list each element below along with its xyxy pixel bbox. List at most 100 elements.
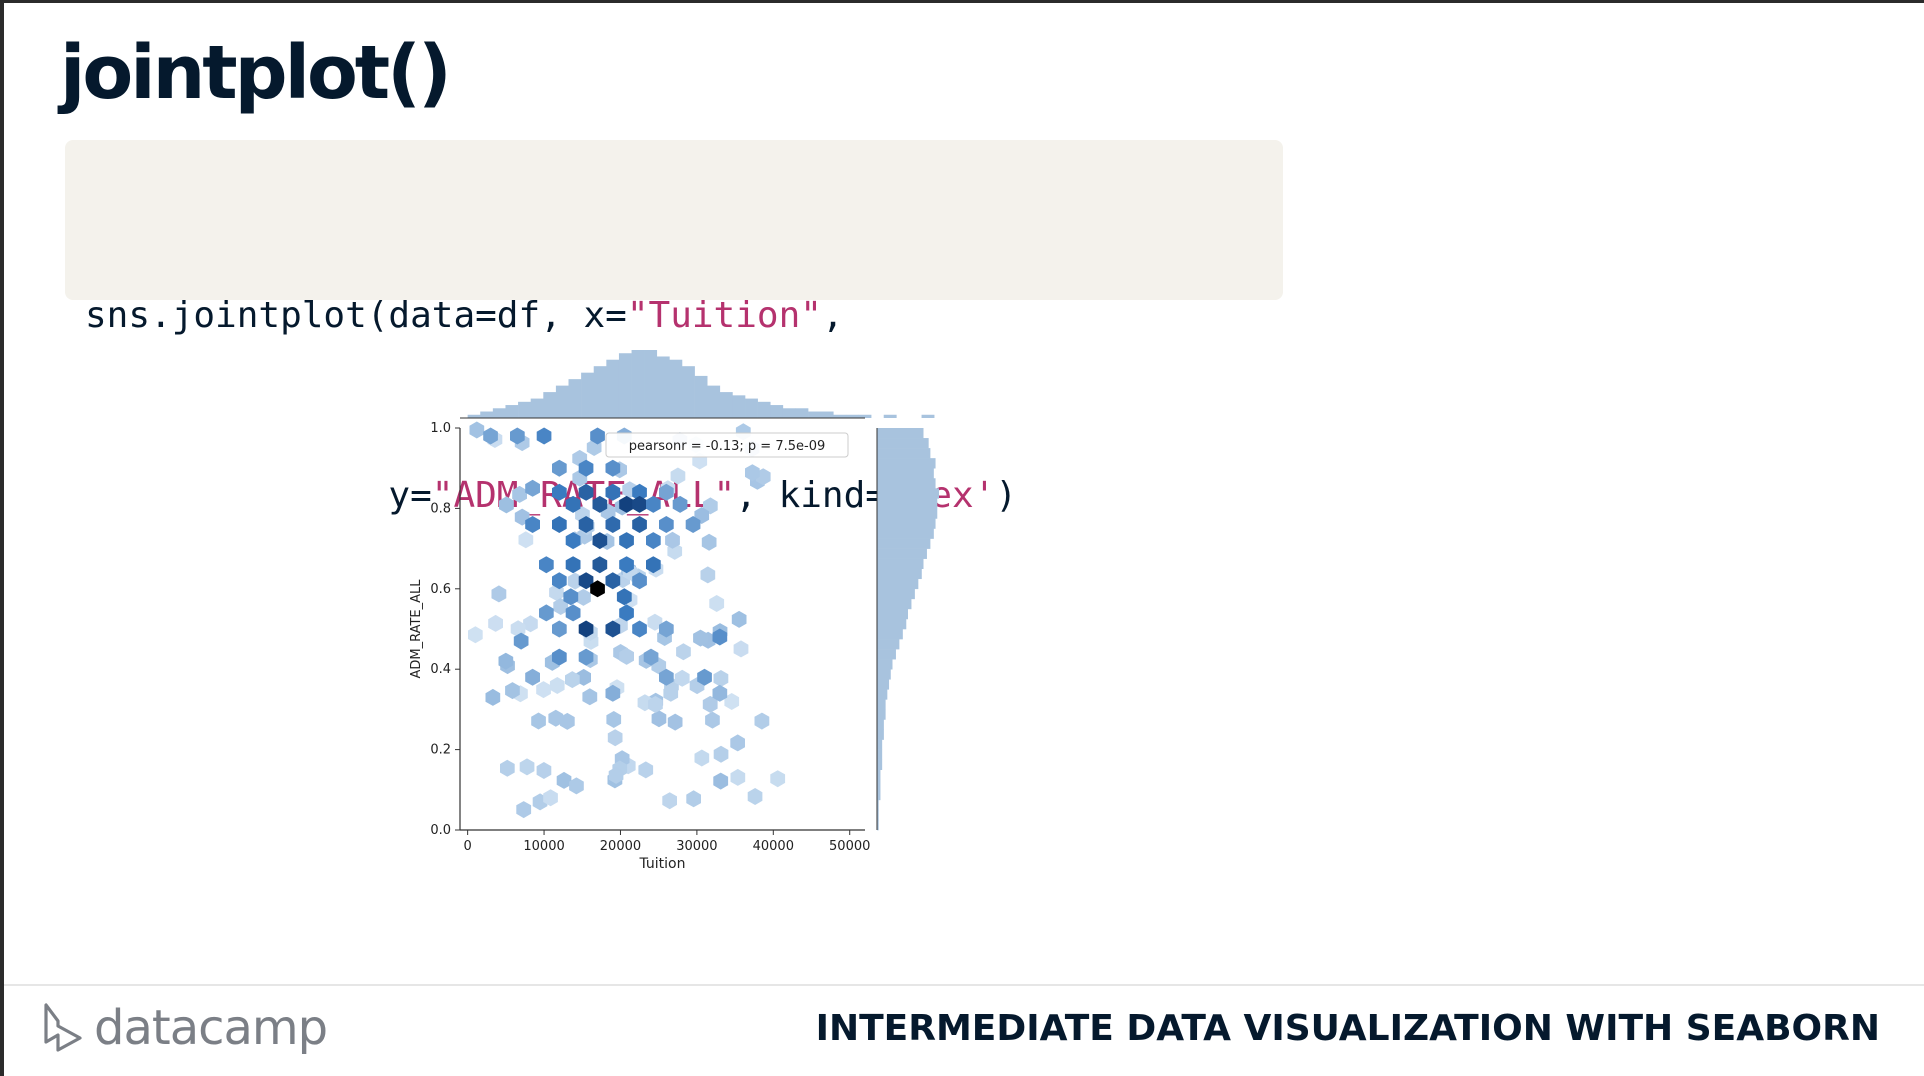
- hexbin-cell: [605, 459, 621, 477]
- hexbin-cell: [513, 632, 529, 650]
- code-token: ,: [821, 295, 844, 336]
- hexbin-cell: [539, 604, 554, 622]
- marginal-x-bar: [732, 395, 746, 418]
- marginal-x-bar: [719, 392, 733, 418]
- marginal-x-bar: [707, 385, 721, 418]
- marginal-y-bar: [877, 458, 936, 469]
- hexbin-cell: [701, 533, 717, 551]
- y-tick-label: 0.4: [430, 662, 451, 677]
- hexbin-cell: [605, 620, 621, 638]
- hexbin-cell: [565, 604, 581, 622]
- hexbin-cell: [582, 688, 598, 706]
- hexbin-cell: [578, 572, 594, 590]
- x-tick-label: 30000: [676, 839, 717, 854]
- marginal-y-bar: [877, 438, 929, 449]
- hexbin-cell: [536, 762, 552, 779]
- marginal-x-bar: [681, 366, 695, 418]
- marginal-x-bar: [581, 372, 595, 418]
- hexbin-cell: [619, 604, 634, 622]
- hexbin-cell: [525, 516, 540, 533]
- marginal-y-bar: [877, 639, 900, 650]
- hexbin-cell: [592, 532, 608, 550]
- hexbin-cell: [543, 789, 558, 807]
- marginal-y-bar: [877, 578, 919, 590]
- hexbin-cell: [498, 652, 514, 670]
- hexbin-cell: [485, 688, 501, 706]
- hexbin-cell: [659, 483, 674, 501]
- hexbin-cell: [670, 467, 686, 485]
- hexbin-cell: [576, 588, 591, 606]
- marginal-y-bar: [877, 478, 936, 489]
- hexbin-cell: [713, 670, 729, 687]
- hexbin-cell: [754, 712, 770, 730]
- hexbin-cell: [619, 647, 634, 665]
- hexbin-cell: [510, 427, 525, 445]
- hexbin-cell: [632, 620, 647, 638]
- marginal-x-bar: [467, 414, 481, 418]
- hexbin-cell: [616, 588, 632, 606]
- hexbin-cell: [647, 613, 663, 631]
- marginal-y-bar: [877, 669, 891, 680]
- hexbin-cell: [565, 532, 581, 550]
- hexbin-cell: [705, 711, 720, 729]
- hexbin-cell: [713, 745, 729, 763]
- marginal-y-bar: [877, 448, 931, 459]
- hexbin-cell: [576, 668, 591, 686]
- hexbin-cell: [646, 532, 661, 550]
- marginal-x-bar: [618, 353, 632, 418]
- marginal-y-bar: [877, 538, 931, 549]
- hexbin-cell: [549, 677, 565, 694]
- hexbin-cell: [733, 640, 749, 658]
- hexbin-cell: [578, 620, 594, 638]
- marginal-y-bar: [877, 498, 938, 509]
- marginal-x-bar: [833, 414, 847, 418]
- hexbin-cell: [578, 516, 594, 533]
- y-tick-label: 1.0: [430, 421, 451, 436]
- marginal-y-bar: [877, 488, 939, 499]
- x-tick-label: 20000: [600, 839, 641, 854]
- marginal-x-bar: [631, 350, 645, 418]
- hexbin-cell: [694, 749, 710, 767]
- marginal-y-bar: [877, 548, 927, 559]
- marginal-y-bar: [877, 508, 938, 519]
- hexbin-cell: [693, 629, 708, 647]
- hexbin-cell: [659, 668, 674, 686]
- hexbin-cell: [592, 495, 608, 513]
- code-block: sns.jointplot(data=df, x="Tuition", y="A…: [65, 140, 1283, 516]
- marginal-y-bar: [877, 799, 879, 811]
- marginal-y-bar: [877, 689, 888, 700]
- hexbin-cell: [563, 588, 579, 606]
- hexbin-cell: [700, 566, 716, 584]
- hexbin-cell: [552, 483, 567, 501]
- hexbin-cell: [536, 427, 552, 445]
- y-tick-label: 0.0: [430, 823, 451, 838]
- marginal-y-bar: [877, 819, 879, 831]
- hexbin-cell: [663, 684, 679, 702]
- marginal-x-bar: [795, 408, 809, 418]
- hexbin-cell: [665, 531, 680, 549]
- marginal-x-bar: [505, 405, 519, 418]
- footer-divider: [4, 984, 1924, 986]
- code-token: sns.jointplot(data=df, x=: [85, 295, 627, 336]
- code-line: sns.jointplot(data=df, x="Tuition",: [85, 286, 1263, 346]
- marginal-y-bar: [877, 699, 886, 710]
- hexbin-cell: [643, 648, 659, 666]
- hexbin-cell: [556, 771, 572, 789]
- x-tick-label: 10000: [523, 839, 564, 854]
- hexbin-cell: [648, 696, 663, 713]
- marginal-y-bar: [877, 608, 908, 620]
- hexbin-cell: [747, 788, 763, 805]
- hexbin-cell: [605, 516, 621, 533]
- hexbin-cell: [724, 693, 740, 710]
- hexbin-cell: [552, 620, 567, 638]
- code-token: ): [995, 475, 1017, 516]
- slide-title: jointplot(): [60, 30, 452, 116]
- hexbin-cell: [632, 516, 647, 533]
- hexbin-cell: [548, 709, 564, 727]
- marginal-y-bar: [877, 528, 934, 539]
- marginal-y-bar: [877, 629, 903, 640]
- hexbin-cell: [592, 556, 608, 574]
- x-tick-label: 40000: [753, 839, 794, 854]
- hexbin-cell: [632, 495, 647, 513]
- hexbin-cell: [505, 682, 520, 700]
